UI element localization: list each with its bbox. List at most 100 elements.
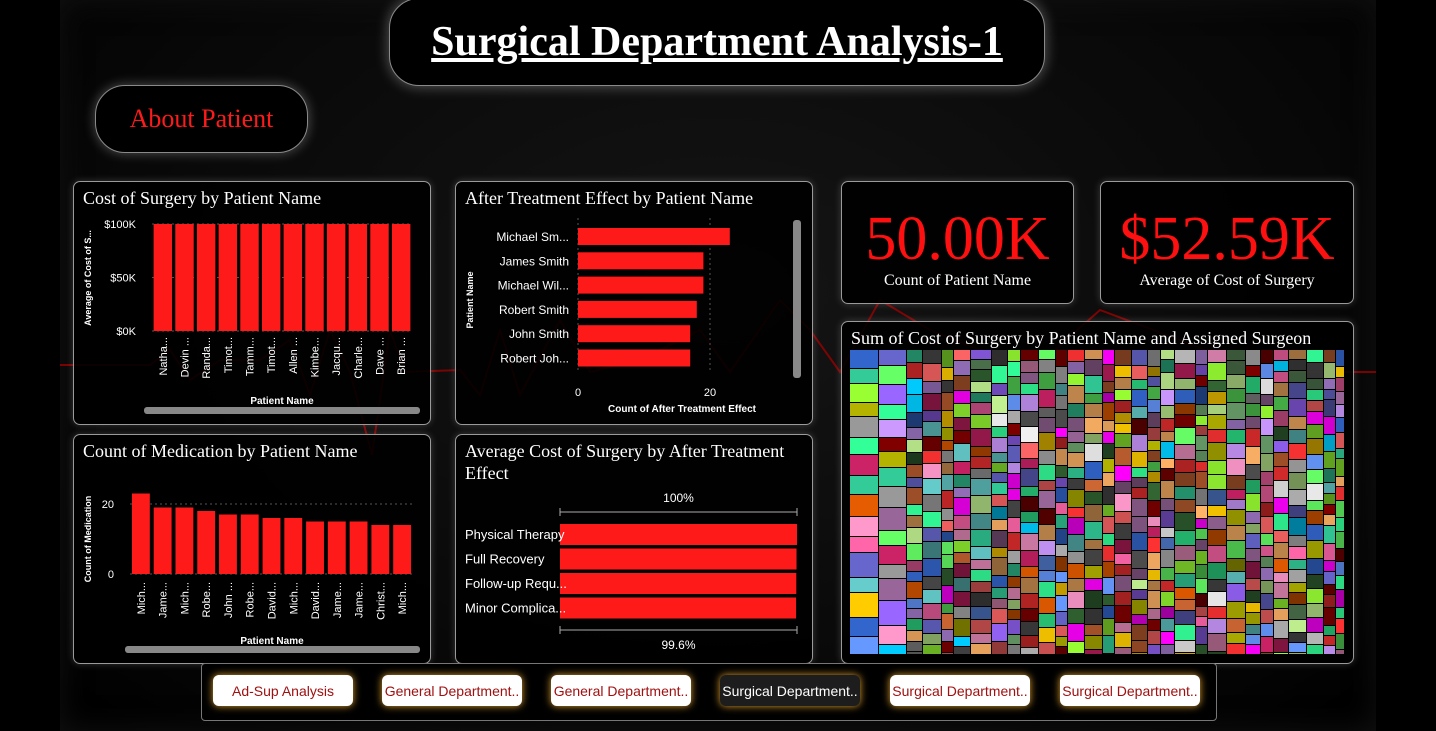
- treemap-tile: [1261, 557, 1273, 567]
- bar: [371, 525, 390, 574]
- treemap-tile: [1132, 600, 1147, 614]
- treemap-tile: [1307, 363, 1323, 378]
- treemap-tile: [1103, 421, 1114, 431]
- treemap-tile: [1068, 443, 1084, 452]
- treemap-tile: [1208, 461, 1226, 474]
- treemap-tile: [1208, 580, 1226, 591]
- treemap-tile: [1307, 511, 1323, 524]
- nav-button-1[interactable]: Ad-Sup Analysis: [213, 675, 353, 706]
- medication-count-chart-card: Count of Medication by Patient Name 0 20 C…: [73, 434, 431, 664]
- treemap-tile: [1103, 534, 1114, 545]
- treemap-tile: [1208, 607, 1226, 618]
- treemap-tile: [1261, 454, 1273, 471]
- treemap-tile: [1039, 614, 1055, 627]
- bar: [240, 224, 259, 331]
- treemap-tile: [907, 413, 922, 427]
- treemap-tile: [942, 642, 953, 652]
- after-treatment-chart[interactable]: 0 20 Michael Sm... James Smith Michael Wil..…: [456, 182, 812, 424]
- treemap-tile: [954, 578, 970, 591]
- treemap-tile: [1324, 435, 1335, 451]
- treemap-tile: [1021, 350, 1038, 360]
- y-tick-label: James Smith: [500, 254, 569, 268]
- treemap-tile: [1289, 518, 1306, 535]
- treemap-tile: [942, 393, 953, 410]
- treemap-tile: [1021, 609, 1038, 621]
- treemap-tile: [954, 391, 970, 403]
- treemap-tile: [1085, 480, 1102, 491]
- cost-of-surgery-chart-card: Cost of Surgery by Patient Name $0K $50K $…: [73, 181, 431, 425]
- nav-button-2[interactable]: General Department..: [382, 675, 522, 706]
- treemap-tile: [1068, 418, 1084, 431]
- treemap-tile: [1336, 562, 1344, 575]
- treemap-tile: [1208, 392, 1226, 404]
- treemap-tile: [1274, 653, 1288, 654]
- x-tick-label: Allen ...: [288, 337, 300, 374]
- treemap-tile: [1289, 350, 1306, 359]
- nav-button-6[interactable]: Surgical Department..: [1060, 675, 1200, 706]
- horizontal-scrollbar: [144, 407, 420, 414]
- treemap-tile: [1161, 538, 1174, 549]
- treemap-tile: [1175, 350, 1195, 363]
- nav-button-3[interactable]: General Department..: [551, 675, 691, 706]
- treemap-tile: [1148, 581, 1160, 590]
- treemap-tile: [1324, 452, 1335, 468]
- about-patient-button[interactable]: About Patient: [95, 85, 308, 153]
- y-axis-label: Patient Name: [465, 271, 475, 328]
- treemap-tile: [1103, 403, 1114, 420]
- treemap-tile: [1148, 377, 1160, 386]
- treemap-tile: [942, 463, 953, 474]
- treemap-tile: [1307, 633, 1323, 644]
- treemap-tile: [1324, 350, 1335, 362]
- nav-button-5[interactable]: Surgical Department..: [890, 675, 1030, 706]
- treemap-tile: [1068, 490, 1084, 507]
- treemap-tile: [850, 455, 878, 475]
- treemap-tile: [1307, 541, 1323, 558]
- treemap-tile: [1132, 641, 1147, 652]
- treemap-tile: [1148, 609, 1160, 619]
- treemap-tile: [1227, 572, 1245, 583]
- treemap-tile: [971, 570, 991, 581]
- treemap-tile: [879, 546, 906, 564]
- x-tick-label: Jame...: [332, 582, 344, 618]
- treemap-tile: [1289, 633, 1306, 642]
- cost-treemap[interactable]: [850, 350, 1345, 655]
- treemap-tile: [907, 350, 922, 362]
- treemap-tile: [907, 478, 922, 487]
- treemap-tile: [1085, 625, 1102, 635]
- treemap-tile: [1103, 606, 1114, 618]
- treemap-tile: [850, 369, 878, 383]
- treemap-tile: [1161, 481, 1174, 498]
- treemap-tile: [1056, 478, 1067, 487]
- treemap-tile: [1021, 469, 1038, 486]
- treemap-tile: [954, 637, 970, 646]
- treemap-tile: [1289, 383, 1306, 398]
- x-tick-label: Mich...: [179, 582, 191, 614]
- nav-button-4[interactable]: Surgical Department..: [720, 675, 860, 706]
- treemap-tile: [992, 548, 1007, 557]
- treemap-tile: [1148, 400, 1160, 412]
- treemap-tile: [1336, 619, 1344, 633]
- cost-of-surgery-chart[interactable]: $0K $50K $100K Average of Cost of S... Natha…: [74, 182, 430, 424]
- treemap-tile: [1056, 503, 1067, 514]
- treemap-tile: [1039, 373, 1055, 389]
- treemap-tile: [1307, 604, 1323, 617]
- treemap-tile: [1115, 350, 1131, 365]
- treemap-tile: [1175, 487, 1195, 499]
- avg-cost-by-effect-chart-card: Average Cost of Surgery by After Treatme…: [455, 434, 813, 664]
- treemap-tile: [1148, 350, 1160, 366]
- treemap-tile: [1115, 540, 1131, 553]
- bar: [305, 224, 324, 331]
- treemap-tile: [850, 417, 878, 437]
- treemap-tile: [1274, 350, 1288, 360]
- treemap-tile: [1161, 373, 1174, 389]
- treemap-tile: [1085, 636, 1102, 649]
- avg-cost-by-effect-chart[interactable]: 100% Physical Therapy Full Recovery Follow-…: [456, 435, 812, 663]
- treemap-tile: [1056, 396, 1067, 409]
- treemap-tile: [942, 428, 953, 440]
- treemap-tile: [1324, 390, 1335, 399]
- y-tick-label: Robert Smith: [499, 303, 569, 317]
- treemap-tile: [879, 508, 906, 530]
- medication-count-chart[interactable]: 0 20 Count of Medication Mich... Jame... Mich…: [74, 435, 430, 663]
- treemap-tile: [1289, 490, 1306, 505]
- kpi-card-average-cost: $52.59K Average of Cost of Surgery: [1100, 181, 1354, 304]
